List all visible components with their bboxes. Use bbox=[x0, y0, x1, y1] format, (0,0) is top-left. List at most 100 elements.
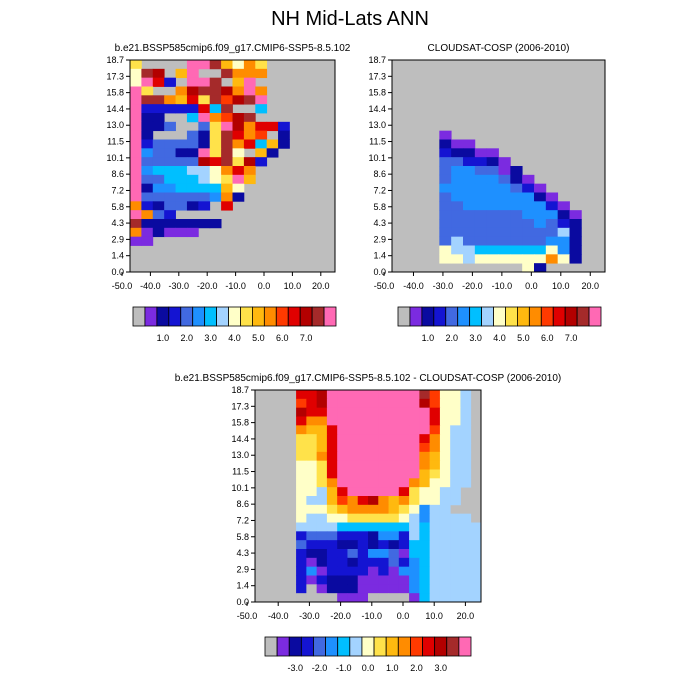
heatmap-cell bbox=[316, 566, 328, 576]
heatmap-cell bbox=[463, 192, 476, 202]
heatmap-cell bbox=[326, 398, 338, 409]
heatmap-cell bbox=[209, 104, 222, 114]
heatmap-cell bbox=[510, 245, 523, 255]
heatmap-cell bbox=[419, 451, 431, 462]
heatmap-cell bbox=[326, 575, 338, 585]
heatmap-cell bbox=[296, 425, 307, 435]
heatmap-cell bbox=[296, 469, 307, 479]
heatmap-cell bbox=[209, 183, 222, 193]
heatmap-cell bbox=[388, 549, 400, 559]
heatmap-cell bbox=[368, 584, 379, 594]
heatmap-cell bbox=[463, 236, 476, 246]
heatmap-cell bbox=[152, 95, 165, 105]
heatmap-cell bbox=[439, 227, 452, 238]
heatmap-cell bbox=[209, 148, 222, 158]
heatmap-cell bbox=[439, 219, 452, 229]
heatmap-cell bbox=[337, 469, 348, 479]
heatmap-cell bbox=[296, 451, 307, 462]
heatmap-cell bbox=[198, 219, 211, 229]
heatmap-cell bbox=[141, 148, 154, 158]
y-tick-label: 14.4 bbox=[231, 434, 249, 444]
y-tick-label: 2.9 bbox=[236, 564, 249, 574]
heatmap-cell bbox=[296, 460, 307, 470]
x-tick-label: -20.0 bbox=[330, 611, 351, 621]
heatmap-cell bbox=[326, 416, 338, 426]
heatmap-cell bbox=[450, 390, 461, 400]
y-tick-label: 18.7 bbox=[368, 55, 386, 65]
heatmap-cell bbox=[306, 557, 318, 568]
heatmap-cell bbox=[164, 139, 176, 149]
heatmap-cell bbox=[545, 210, 559, 220]
heatmap-cell bbox=[326, 487, 338, 497]
heatmap-cell bbox=[429, 549, 441, 559]
heatmap-cell bbox=[486, 210, 499, 220]
heatmap-cell bbox=[378, 513, 389, 523]
heatmap-cell bbox=[378, 566, 389, 576]
colorbar-label: 1.0 bbox=[386, 663, 399, 673]
heatmap-cell bbox=[419, 460, 431, 470]
heatmap-cell bbox=[439, 425, 451, 435]
heatmap-cell bbox=[510, 210, 523, 220]
heatmap-cell bbox=[419, 496, 431, 506]
y-tick-label: 1.4 bbox=[111, 251, 124, 261]
heatmap-cell bbox=[316, 557, 328, 568]
heatmap-cell bbox=[306, 407, 318, 417]
colorbar-label: 2.0 bbox=[410, 663, 423, 673]
heatmap-cell bbox=[409, 584, 420, 594]
heatmap-cell bbox=[429, 504, 441, 515]
heatmap-cell bbox=[378, 407, 389, 417]
heatmap-cell bbox=[130, 77, 142, 87]
y-tick-label: 4.3 bbox=[236, 548, 249, 558]
heatmap-cell bbox=[451, 157, 464, 167]
heatmap-cell bbox=[463, 157, 476, 167]
heatmap-cell bbox=[175, 201, 188, 211]
heatmap-cell bbox=[296, 487, 307, 497]
heatmap-cell bbox=[439, 183, 452, 193]
heatmap-cell bbox=[347, 557, 359, 568]
heatmap-cell bbox=[419, 504, 431, 515]
heatmap-cell bbox=[141, 210, 154, 220]
x-tick-label: -20.0 bbox=[462, 281, 483, 291]
heatmap-cell bbox=[326, 593, 338, 603]
heatmap-cell bbox=[368, 451, 379, 462]
heatmap-cell bbox=[474, 192, 488, 202]
heatmap-cell bbox=[451, 227, 464, 238]
heatmap-cell bbox=[243, 113, 256, 123]
heatmap-cell bbox=[450, 460, 461, 470]
heatmap-cell bbox=[498, 201, 511, 211]
x-tick-label: -30.0 bbox=[433, 281, 454, 291]
heatmap-cell bbox=[429, 496, 441, 506]
heatmap-cell bbox=[486, 183, 499, 193]
heatmap-cell bbox=[486, 254, 499, 264]
heatmap-cell bbox=[510, 227, 523, 238]
heatmap-cell bbox=[186, 166, 199, 176]
heatmap-cell bbox=[296, 531, 307, 541]
heatmap-cell bbox=[296, 593, 307, 603]
heatmap-cell bbox=[368, 478, 379, 488]
y-tick-label: 14.4 bbox=[106, 104, 124, 114]
heatmap-cell bbox=[450, 540, 461, 550]
heatmap-cell bbox=[152, 139, 165, 149]
heatmap-cell bbox=[398, 504, 410, 515]
heatmap-cell bbox=[409, 390, 420, 400]
heatmap-cell bbox=[198, 130, 211, 140]
heatmap-cell bbox=[451, 236, 464, 246]
heatmap-cell bbox=[569, 236, 582, 246]
heatmap-cell bbox=[337, 496, 348, 506]
colorbar-swatch bbox=[325, 636, 339, 657]
heatmap-cell bbox=[450, 575, 461, 585]
heatmap-cell bbox=[378, 531, 389, 541]
heatmap-cell bbox=[429, 434, 441, 444]
heatmap-cell bbox=[221, 183, 233, 193]
heatmap-cell bbox=[498, 227, 511, 238]
heatmap-cell bbox=[522, 183, 535, 193]
heatmap-cell bbox=[243, 166, 256, 176]
heatmap-cell bbox=[316, 531, 328, 541]
heatmap-cell bbox=[337, 443, 348, 453]
heatmap-cell bbox=[152, 210, 165, 220]
heatmap-cell bbox=[450, 469, 461, 479]
y-tick-label: 1.4 bbox=[373, 251, 386, 261]
heatmap-cell bbox=[398, 390, 410, 400]
heatmap-cell bbox=[221, 60, 233, 70]
